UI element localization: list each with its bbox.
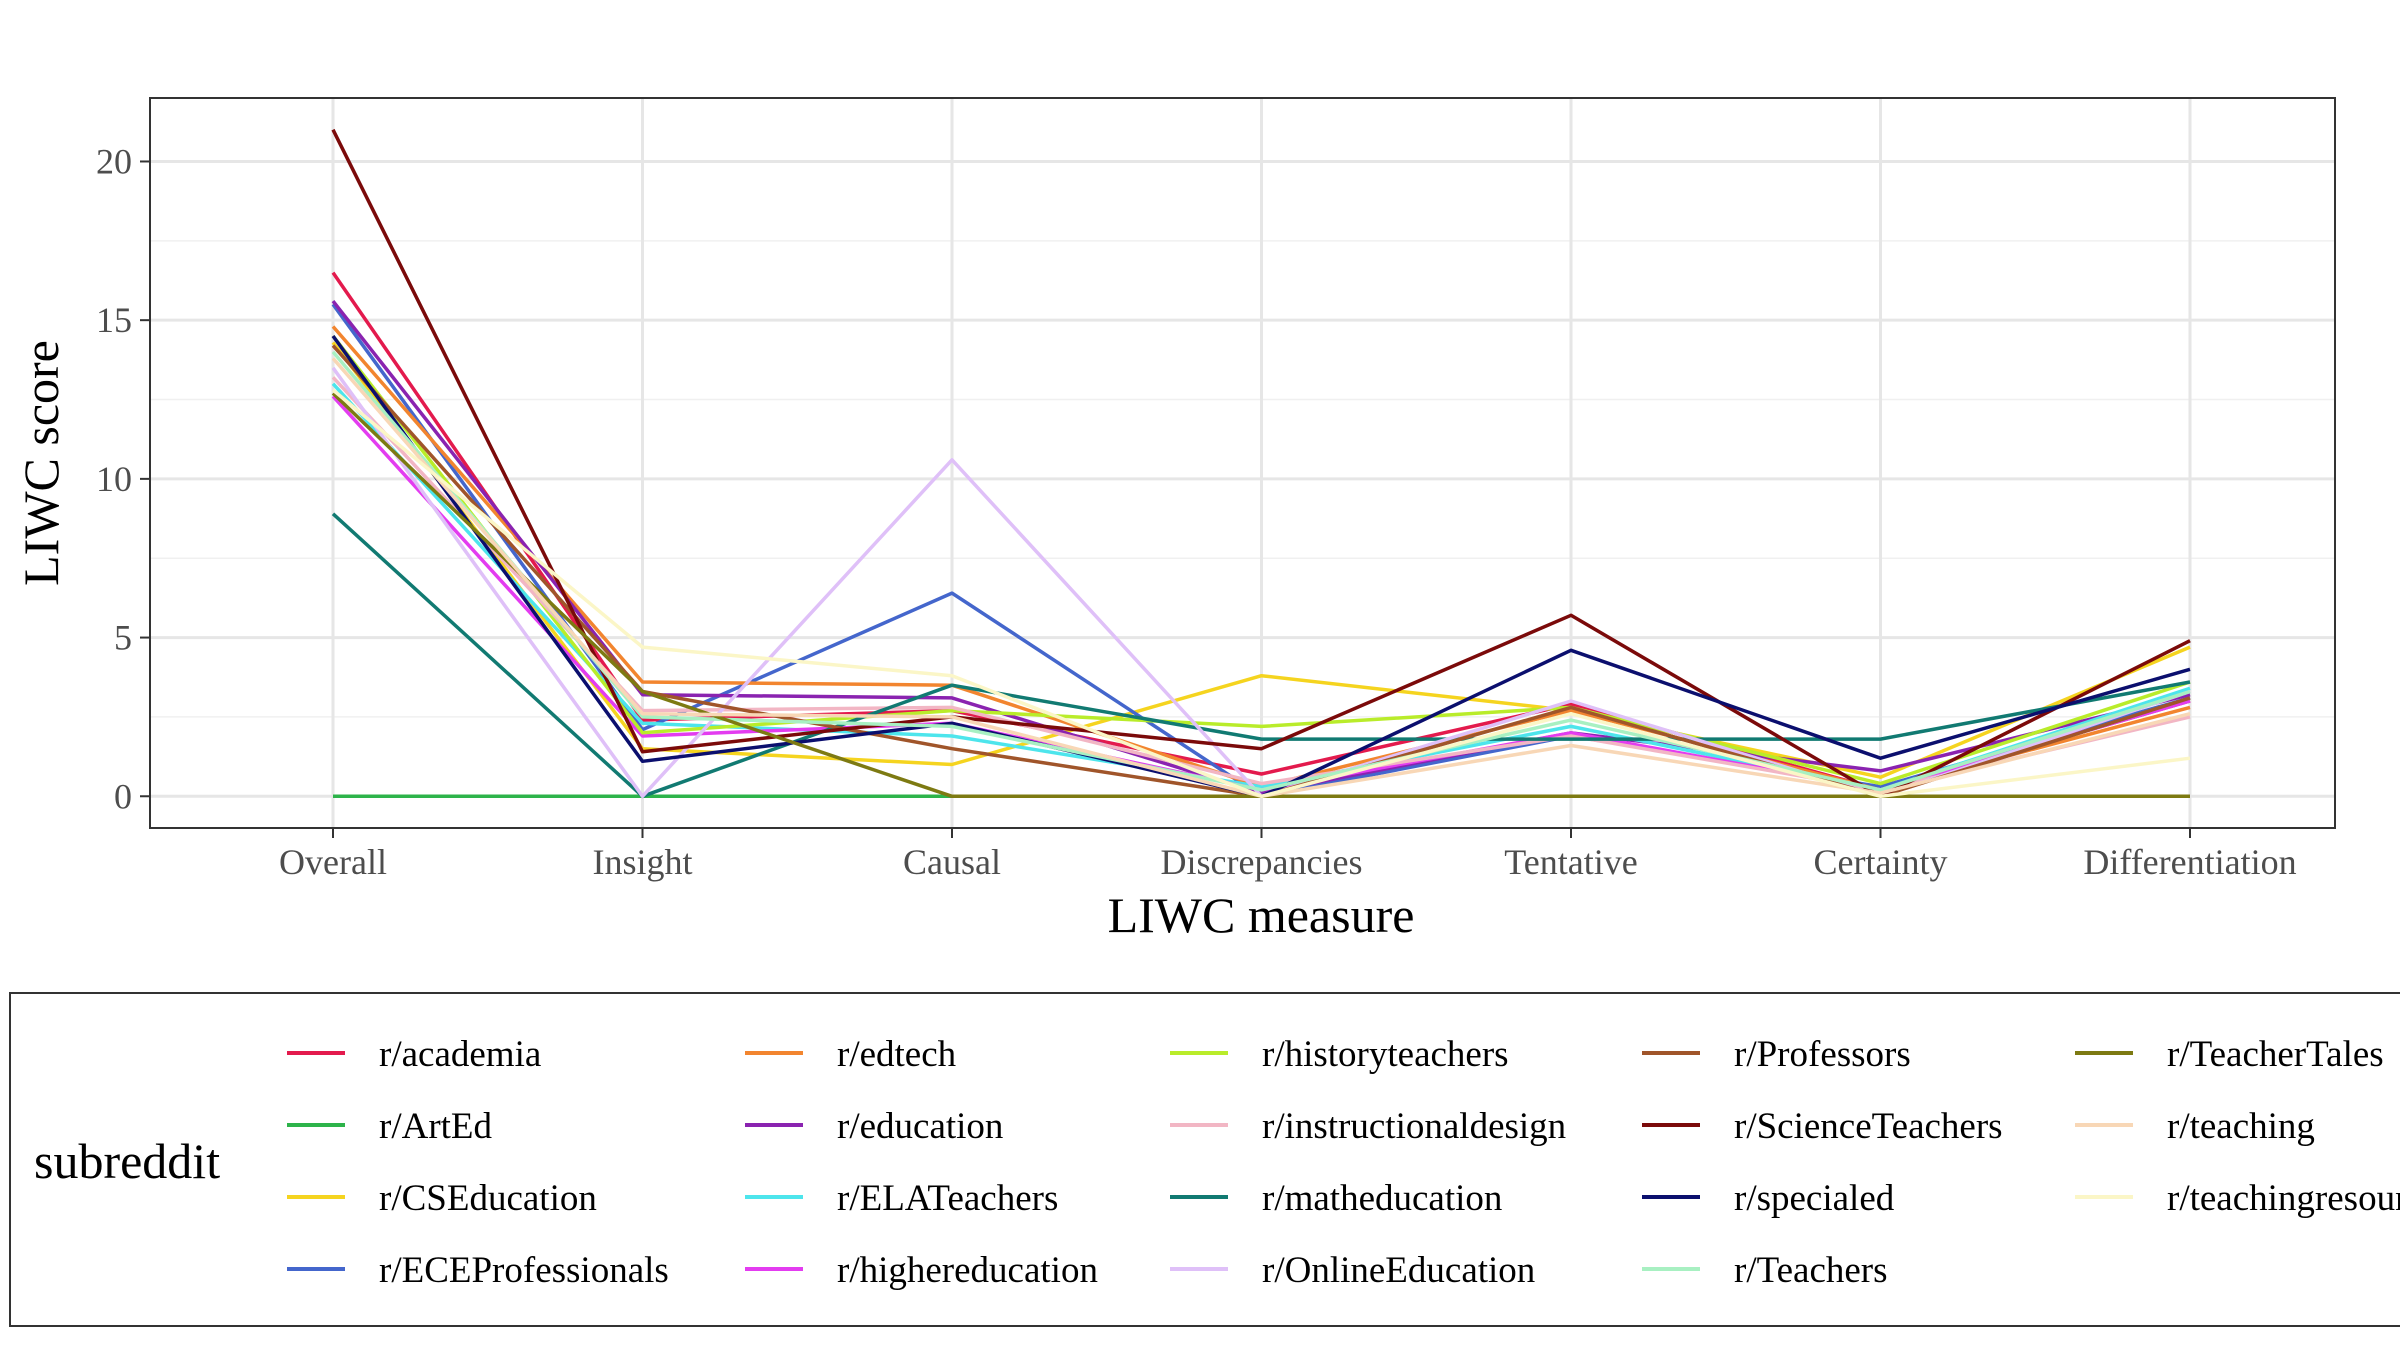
grid-lines <box>150 98 2335 828</box>
legend: subreddit r/academia r/ArtEd r/CSEducation… <box>9 992 2400 1327</box>
x-tick-label: Differentiation <box>2083 842 2296 882</box>
x-tick-label: Tentative <box>1504 842 1637 882</box>
legend-label-professors: r/Professors <box>1734 1034 1911 1075</box>
x-tick-label: Certainty <box>1814 842 1948 882</box>
x-axis: Overall Insight Causal Discrepancies Tentati… <box>279 828 2297 882</box>
legend-label-eceprofessionals: r/ECEProfessionals <box>379 1250 669 1291</box>
legend-label-instructionaldesign: r/instructionaldesign <box>1262 1106 1566 1147</box>
y-tick-label: 5 <box>114 618 132 658</box>
y-axis-label: LIWC score <box>13 340 69 586</box>
legend-label-teachingresources: r/teachingresources <box>2167 1178 2400 1219</box>
x-axis-label: LIWC measure <box>1108 887 1415 943</box>
x-tick-label: Discrepancies <box>1161 842 1363 882</box>
legend-label-edtech: r/edtech <box>837 1034 957 1075</box>
plot-panel-border <box>149 97 2336 829</box>
legend-label-teachers: r/Teachers <box>1734 1250 1888 1291</box>
series-line-teachers <box>331 350 2191 792</box>
series-line-historyteachers <box>331 334 2191 786</box>
legend-title: subreddit <box>34 1133 220 1189</box>
legend-label-cseducation: r/CSEducation <box>379 1178 597 1219</box>
x-tick-label: Insight <box>592 842 692 882</box>
y-tick-label: 15 <box>96 300 132 340</box>
legend-box <box>9 992 2400 1327</box>
legend-label-elateachers: r/ELATeachers <box>837 1178 1058 1219</box>
legend-label-onlineeducation: r/OnlineEducation <box>1262 1250 1535 1291</box>
legend-label-education: r/education <box>837 1106 1003 1147</box>
legend-label-academia: r/academia <box>379 1034 541 1075</box>
y-tick-label: 0 <box>114 776 132 816</box>
legend-label-matheducation: r/matheducation <box>1262 1178 1502 1219</box>
y-tick-label: 10 <box>96 459 132 499</box>
legend-label-teachertales: r/TeacherTales <box>2167 1034 2384 1075</box>
legend-label-specialed: r/specialed <box>1734 1178 1895 1219</box>
legend-label-scienceteachers: r/ScienceTeachers <box>1734 1106 2003 1147</box>
y-axis: 0 5 10 15 20 <box>96 141 150 816</box>
legend-items: r/academia r/ArtEd r/CSEducation r/ECEProfe… <box>287 1034 2400 1291</box>
series-lines <box>331 128 2191 799</box>
series-line-teachingresources <box>331 388 2191 799</box>
legend-label-arted: r/ArtEd <box>379 1106 493 1147</box>
series-line-education <box>331 300 2191 795</box>
legend-label-highereducation: r/highereducation <box>837 1250 1098 1291</box>
x-tick-label: Overall <box>279 842 387 882</box>
x-tick-label: Causal <box>903 842 1001 882</box>
y-tick-label: 20 <box>96 141 132 181</box>
legend-label-historyteachers: r/historyteachers <box>1262 1034 1509 1075</box>
legend-label-teaching: r/teaching <box>2167 1106 2315 1147</box>
